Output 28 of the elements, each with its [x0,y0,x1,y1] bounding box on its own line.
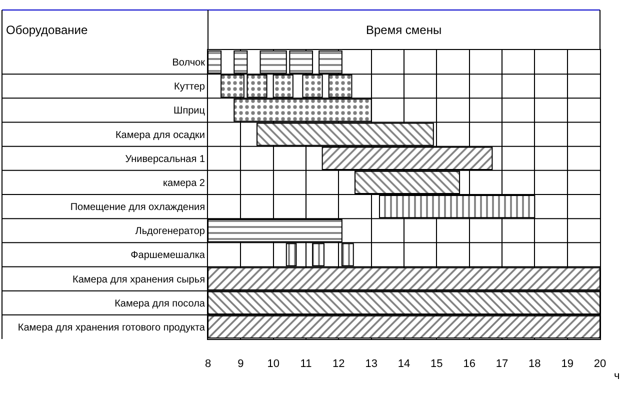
y-tick-label: Куттер [174,82,206,93]
x-tick-label: 19 [561,358,574,370]
x-tick-label: 16 [463,358,476,370]
y-tick-label: камера 2 [162,178,206,189]
y-tick-label: Фаршемешалка [130,250,206,262]
x-tick-label: 12 [332,358,345,370]
y-tick-label: Волчок [172,58,206,69]
x-tick-label: 10 [267,358,280,370]
x-tick-label: 14 [398,358,410,370]
x-tick-label: 18 [528,358,541,370]
x-tick-label: 20 [594,358,606,370]
y-tick-label: Помещение для охлаждения [70,202,205,214]
y-tick-label: Камера для хранения сырья [72,274,205,286]
x-tick-label: 9 [238,358,244,370]
chart-title: Время смены [366,23,442,37]
x-tick-label: 17 [496,358,508,370]
y-tick-label: Камера для хранения готового продукта [18,322,206,334]
y-tick-label: Камера для посола [114,298,206,310]
x-tick-label: 15 [430,358,443,370]
x-tick-label: 8 [204,358,212,370]
y-axis-title: Оборудование [6,23,88,37]
x-tick-label: 13 [365,358,378,370]
x-axis-title: ч [614,370,620,382]
y-tick-label: Льдогенератор [135,226,206,238]
x-tick-label: 11 [300,358,312,370]
y-tick-label: Камера для осадки [115,130,205,141]
y-tick-label: Универсальная 1 [125,154,206,165]
y-tick-label: Шприц [174,106,206,117]
